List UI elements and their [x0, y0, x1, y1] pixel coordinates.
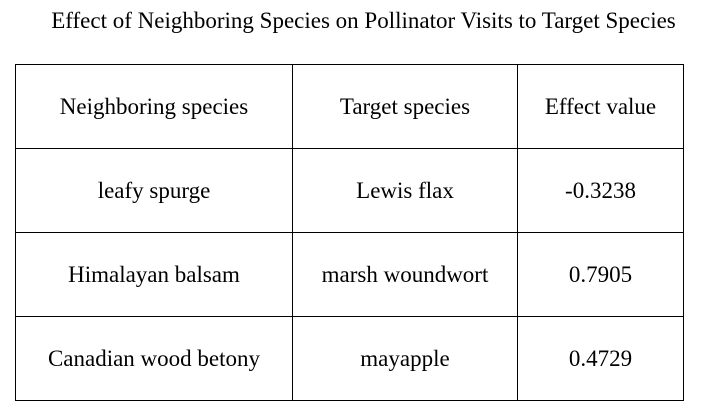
neighboring-species-cell: Himalayan balsam [15, 232, 293, 317]
effect-value-cell: 0.4729 [517, 316, 684, 401]
table-row: Canadian wood betony mayapple 0.4729 [15, 316, 684, 401]
table-row: leafy spurge Lewis flax -0.3238 [15, 148, 684, 233]
column-header-target-species: Target species [292, 64, 518, 149]
data-table: Neighboring species Target species Effec… [15, 64, 684, 401]
neighboring-species-cell: leafy spurge [15, 148, 293, 233]
neighboring-species-cell: Canadian wood betony [15, 316, 293, 401]
header-row: Neighboring species Target species Effec… [15, 64, 684, 149]
table-title: Effect of Neighboring Species on Pollina… [51, 8, 676, 33]
column-header-neighboring-species: Neighboring species [15, 64, 293, 149]
target-species-cell: marsh woundwort [292, 232, 518, 317]
table-row: Himalayan balsam marsh woundwort 0.7905 [15, 232, 684, 317]
target-species-cell: mayapple [292, 316, 518, 401]
target-species-cell: Lewis flax [292, 148, 518, 233]
effect-value-cell: -0.3238 [517, 148, 684, 233]
column-header-effect-value: Effect value [517, 64, 684, 149]
effect-value-cell: 0.7905 [517, 232, 684, 317]
